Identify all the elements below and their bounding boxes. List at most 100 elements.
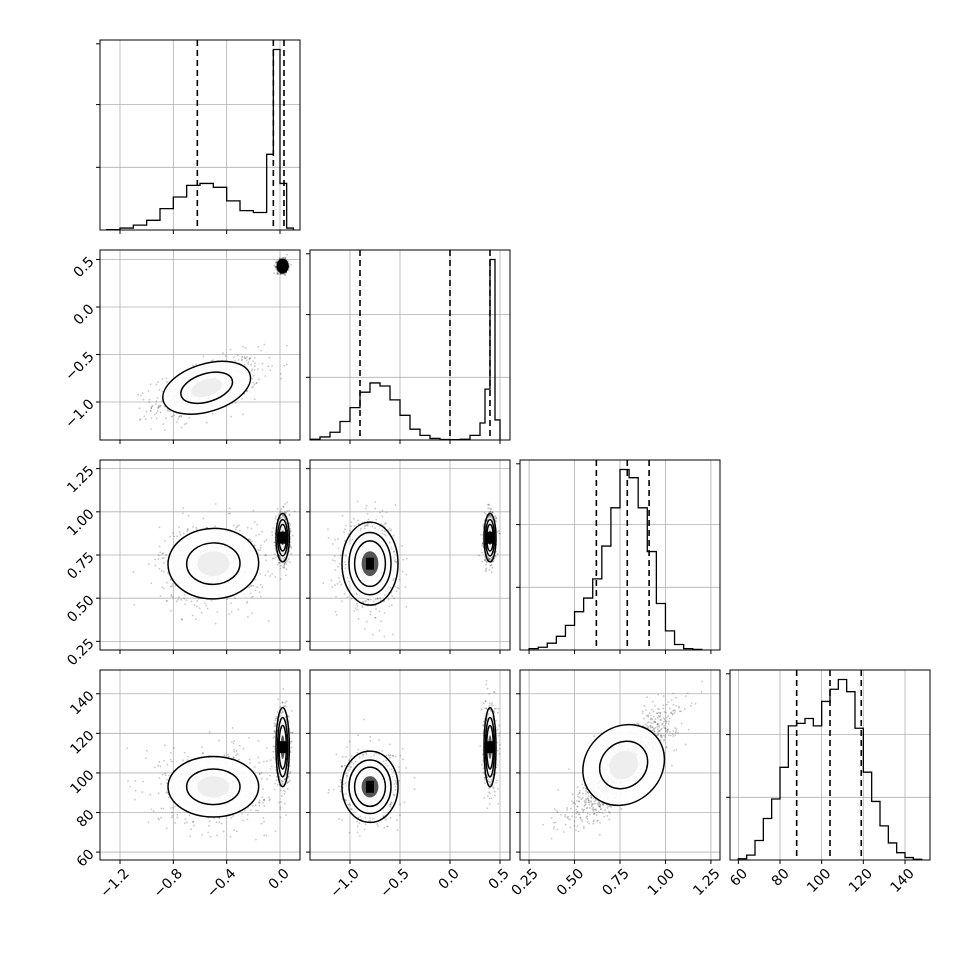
scatter-point: [169, 752, 172, 754]
scatter-point: [251, 612, 254, 614]
scatter-point: [141, 392, 144, 395]
scatter-point: [242, 747, 245, 750]
scatter-point: [497, 530, 500, 532]
scatter-point: [184, 818, 187, 821]
scatter-point: [394, 585, 396, 588]
scatter-point: [165, 791, 168, 794]
scatter-point: [238, 744, 241, 747]
scatter-point: [334, 584, 336, 586]
scatter-point: [263, 804, 266, 807]
scatter-point: [288, 522, 291, 525]
scatter-point: [275, 261, 278, 264]
scatter-point: [367, 598, 369, 601]
scatter-point: [395, 590, 398, 593]
scatter-point: [277, 561, 280, 564]
scatter-point: [365, 504, 368, 507]
scatter-point: [232, 742, 235, 745]
scatter-point: [282, 505, 285, 508]
scatter-point: [150, 417, 153, 419]
scatter-point: [335, 595, 337, 598]
scatter-point: [482, 523, 485, 526]
scatter-point: [205, 604, 208, 607]
scatter-point: [362, 600, 364, 603]
scatter-point: [487, 504, 490, 506]
scatter-point: [155, 383, 158, 386]
scatter-point: [138, 418, 141, 421]
scatter-point: [236, 830, 238, 833]
scatter-point: [150, 428, 153, 431]
scatter-point: [259, 549, 262, 552]
scatter-point: [234, 360, 236, 362]
scatter-point: [267, 365, 270, 368]
scatter-point: [344, 567, 347, 570]
scatter-point: [201, 834, 204, 836]
scatter-point: [150, 405, 153, 408]
scatter-point: [405, 573, 408, 576]
scatter-point: [161, 557, 164, 560]
scatter-point: [285, 512, 287, 514]
scatter-point: [161, 390, 164, 393]
scatter-point: [163, 759, 165, 762]
scatter-point: [181, 618, 184, 621]
scatter-point: [344, 554, 347, 557]
scatter-point: [248, 762, 251, 764]
scatter-point: [239, 529, 241, 532]
histogram-step-line: [310, 258, 501, 440]
scatter-point: [182, 759, 185, 762]
scatter-point: [282, 257, 285, 260]
scatter-point: [277, 513, 280, 516]
scatter-point: [349, 529, 352, 532]
scatter-point: [381, 515, 384, 518]
scatter-point: [361, 605, 364, 608]
scatter-point: [253, 544, 256, 547]
scatter-point: [280, 578, 282, 581]
scatter-point: [192, 364, 194, 367]
scatter-point: [405, 557, 408, 560]
scatter-point: [216, 611, 219, 613]
scatter-point: [250, 370, 253, 372]
scatter-point: [214, 525, 216, 528]
scatter-point: [275, 268, 278, 271]
scatter-point: [488, 515, 490, 518]
scatter-point: [263, 540, 266, 543]
scatter-point: [327, 536, 330, 539]
scatter-point: [187, 755, 189, 758]
scatter-point: [369, 613, 372, 616]
scatter-point: [190, 828, 192, 831]
scatter-point: [166, 409, 169, 412]
scatter-point: [249, 592, 252, 595]
scatter-point: [208, 824, 210, 827]
scatter-point: [402, 558, 405, 561]
scatter-point: [177, 418, 180, 420]
scatter-point: [241, 398, 243, 400]
scatter-point: [478, 554, 481, 557]
scatter-point: [272, 557, 275, 560]
scatter-point: [289, 540, 292, 543]
scatter-point: [189, 835, 192, 838]
scatter-point: [143, 415, 146, 418]
scatter-point: [246, 813, 249, 816]
scatter-point: [176, 421, 178, 423]
scatter-point: [158, 406, 161, 409]
scatter-point: [341, 600, 344, 602]
scatter-point: [350, 521, 353, 524]
scatter-point: [271, 365, 274, 367]
scatter-point: [260, 777, 263, 780]
scatter-point: [242, 345, 245, 348]
scatter-point: [244, 357, 247, 360]
panel-frame: [729, 669, 931, 861]
scatter-point: [367, 522, 370, 525]
scatter-point: [289, 529, 292, 532]
scatter-point: [183, 822, 186, 825]
scatter-point: [157, 407, 159, 410]
scatter-point: [287, 269, 290, 272]
scatter-point: [261, 362, 264, 365]
scatter-point: [210, 599, 213, 602]
scatter-point: [166, 763, 169, 766]
scatter-point: [228, 507, 231, 510]
scatter-point: [232, 524, 235, 527]
scatter-point: [252, 374, 255, 377]
scatter-point: [132, 570, 135, 573]
scatter-point: [154, 564, 157, 567]
